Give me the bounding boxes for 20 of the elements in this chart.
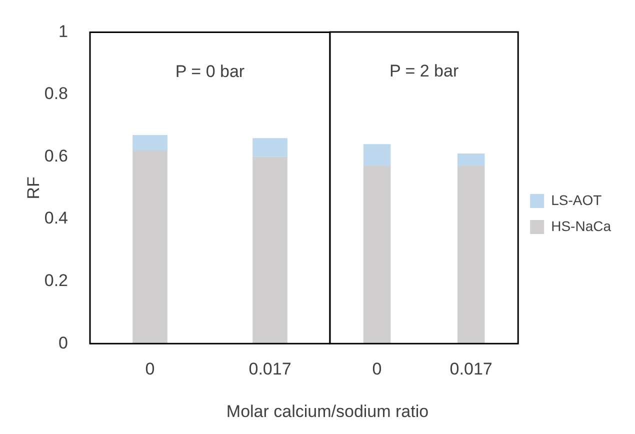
annotation: P = 2 bar <box>389 62 459 81</box>
y-tick-label: 0.8 <box>44 84 68 104</box>
bar <box>132 150 168 344</box>
bar <box>252 138 288 157</box>
legend-label: LS-AOT <box>551 192 602 208</box>
y-tick-label: 0.2 <box>44 271 68 290</box>
y-tick-label: 0.4 <box>44 208 68 228</box>
x-tick-label: 0.017 <box>450 359 492 378</box>
y-tick-label: 1 <box>58 22 68 41</box>
y-tick-label: 0 <box>58 333 68 352</box>
x-axis-title: Molar calcium/sodium ratio <box>225 402 430 422</box>
bar <box>252 156 288 344</box>
annotation: P = 0 bar <box>175 62 245 81</box>
x-tick-label: 0.017 <box>248 359 292 378</box>
y-tick-label: 0.6 <box>44 146 68 166</box>
x-tick-label: 0 <box>372 359 382 378</box>
legend-label: HS-NaCa <box>551 218 612 234</box>
y-axis-title: RF <box>24 176 43 200</box>
x-tick-label: 0 <box>145 359 155 378</box>
bar <box>132 134 168 151</box>
